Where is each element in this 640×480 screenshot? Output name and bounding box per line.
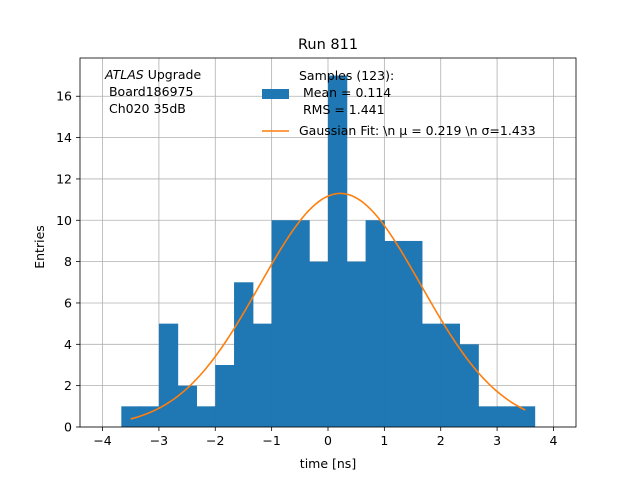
histogram-bar <box>252 323 273 427</box>
histogram-bar <box>196 406 216 427</box>
y-tick-label: 6 <box>64 295 72 310</box>
y-axis-ticks: 0 2 4 6 8 10 12 14 16 <box>56 89 80 435</box>
histogram-bar <box>140 406 160 427</box>
histogram-bar <box>121 406 141 427</box>
histogram-bar <box>403 240 423 427</box>
histogram-bar <box>440 323 460 427</box>
x-tick-label: −1 <box>262 433 280 448</box>
histogram-bars <box>121 75 536 428</box>
histogram-bar <box>328 75 348 428</box>
y-tick-label: 14 <box>56 130 72 145</box>
histogram-bar <box>365 220 385 427</box>
annotation-atlas: ATLAS <box>104 67 144 82</box>
histogram-bar <box>478 406 498 427</box>
y-tick-label: 0 <box>64 420 72 435</box>
histogram-bar <box>497 406 517 427</box>
legend-histogram-swatch <box>262 89 289 99</box>
histogram-bar <box>158 323 179 427</box>
histogram-bar <box>271 220 291 427</box>
y-tick-label: 10 <box>56 213 72 228</box>
annotation-board: Board186975 <box>105 84 193 99</box>
x-tick-label: −4 <box>93 433 111 448</box>
y-axis-label: Entries <box>32 225 47 269</box>
histogram-bar <box>459 344 479 427</box>
histogram-bar <box>421 323 442 427</box>
histogram-bar <box>177 385 198 427</box>
legend-histogram-line3: RMS = 1.441 <box>299 102 385 117</box>
x-tick-label: 1 <box>380 433 388 448</box>
y-tick-label: 8 <box>64 254 72 269</box>
chart-title: Run 811 <box>298 37 358 53</box>
x-tick-label: 2 <box>437 433 445 448</box>
gaussian-fit <box>130 192 526 420</box>
histogram-bar <box>309 261 329 427</box>
x-axis-ticks: −4 −3 −2 −1 0 1 2 3 4 <box>93 427 557 448</box>
x-tick-label: 4 <box>549 433 557 448</box>
x-tick-label: −2 <box>206 433 224 448</box>
annotation-channel: Ch020 35dB <box>105 101 186 116</box>
legend-histogram-line2: Mean = 0.114 <box>299 85 391 100</box>
gaussian-fit-line <box>130 192 526 420</box>
legend-fit-label: Gaussian Fit: \n μ = 0.219 \n σ=1.433 <box>299 123 536 138</box>
legend-histogram-line1: Samples (123): <box>299 68 394 83</box>
x-tick-label: 0 <box>324 433 332 448</box>
svg-text:ATLAS Upgrade: ATLAS Upgrade <box>104 67 201 82</box>
y-tick-label: 2 <box>64 378 72 393</box>
histogram-bar <box>215 364 235 427</box>
x-axis-label: time [ns] <box>300 456 356 471</box>
y-tick-label: 4 <box>64 337 72 352</box>
histogram-bar <box>384 240 404 427</box>
y-tick-label: 12 <box>56 171 72 186</box>
x-tick-label: −3 <box>150 433 168 448</box>
histogram-bar <box>346 261 367 427</box>
annotation-box: ATLAS Upgrade Board186975 Ch020 35dB <box>104 67 201 116</box>
annotation-upgrade: Upgrade <box>144 67 202 82</box>
y-tick-label: 16 <box>56 89 72 104</box>
histogram-bar <box>515 406 536 427</box>
legend: Samples (123): Mean = 0.114 RMS = 1.441 … <box>262 68 536 138</box>
x-tick-label: 3 <box>493 433 501 448</box>
histogram-bar <box>234 282 254 427</box>
histogram-bar <box>290 220 310 427</box>
